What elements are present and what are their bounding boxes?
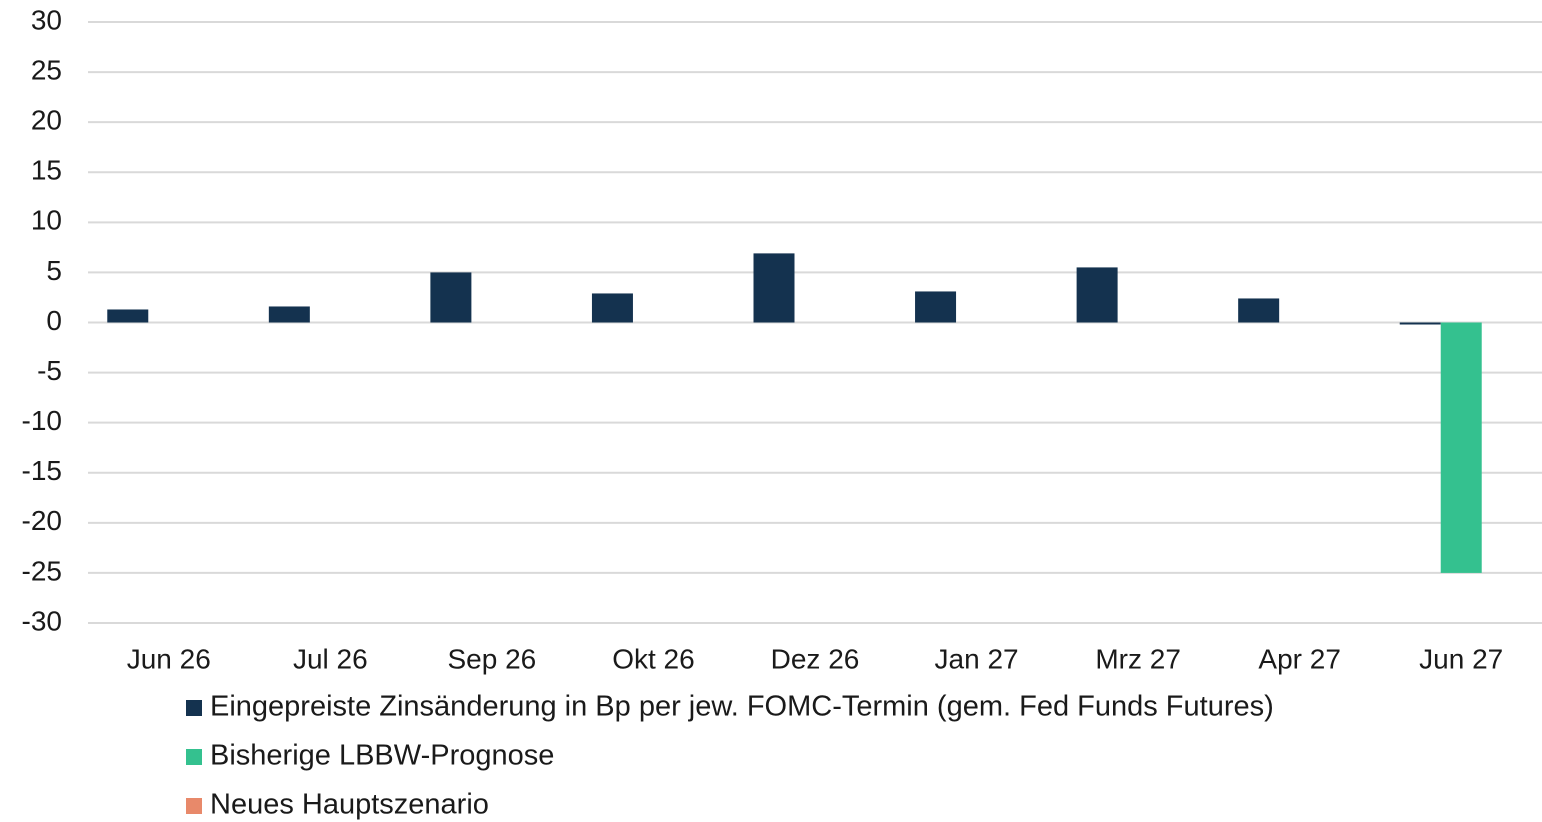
legend-swatch (186, 749, 202, 765)
y-tick-label: -30 (22, 605, 62, 636)
legend-swatch (186, 700, 202, 716)
x-tick-label: Jan 27 (935, 643, 1019, 674)
x-tick-label: Jul 26 (293, 643, 368, 674)
x-tick-label: Okt 26 (612, 643, 694, 674)
legend-swatch (186, 798, 202, 814)
y-tick-label: -10 (22, 405, 62, 436)
y-tick-label: -15 (22, 455, 62, 486)
y-tick-label: 0 (46, 305, 62, 336)
y-tick-label: 15 (31, 155, 62, 186)
y-tick-label: 25 (31, 54, 62, 85)
bar (591, 293, 633, 323)
x-tick-label: Dez 26 (771, 643, 860, 674)
legend-label: Neues Hauptszenario (210, 789, 489, 821)
y-tick-label: 10 (31, 205, 62, 236)
y-tick-label: 5 (46, 255, 62, 286)
bar (1440, 322, 1482, 573)
y-tick-label: -20 (22, 505, 62, 536)
bar (753, 253, 795, 323)
bar (915, 291, 957, 323)
legend-label: Eingepreiste Zinsänderung in Bp per jew.… (210, 691, 1274, 723)
bar (1399, 322, 1441, 325)
x-tick-label: Apr 27 (1258, 643, 1341, 674)
bar (1238, 298, 1280, 323)
y-tick-label: 20 (31, 105, 62, 136)
bar (268, 306, 310, 323)
x-tick-label: Mrz 27 (1095, 643, 1181, 674)
legend-label: Bisherige LBBW-Prognose (210, 740, 554, 772)
bar (107, 309, 149, 323)
x-tick-label: Jun 26 (127, 643, 211, 674)
x-tick-label: Sep 26 (448, 643, 537, 674)
y-tick-label: -25 (22, 555, 62, 586)
y-tick-label: -5 (37, 355, 62, 386)
y-tick-label: 30 (31, 4, 62, 35)
bar (430, 272, 472, 323)
x-tick-label: Jun 27 (1419, 643, 1503, 674)
bar (1076, 267, 1118, 323)
